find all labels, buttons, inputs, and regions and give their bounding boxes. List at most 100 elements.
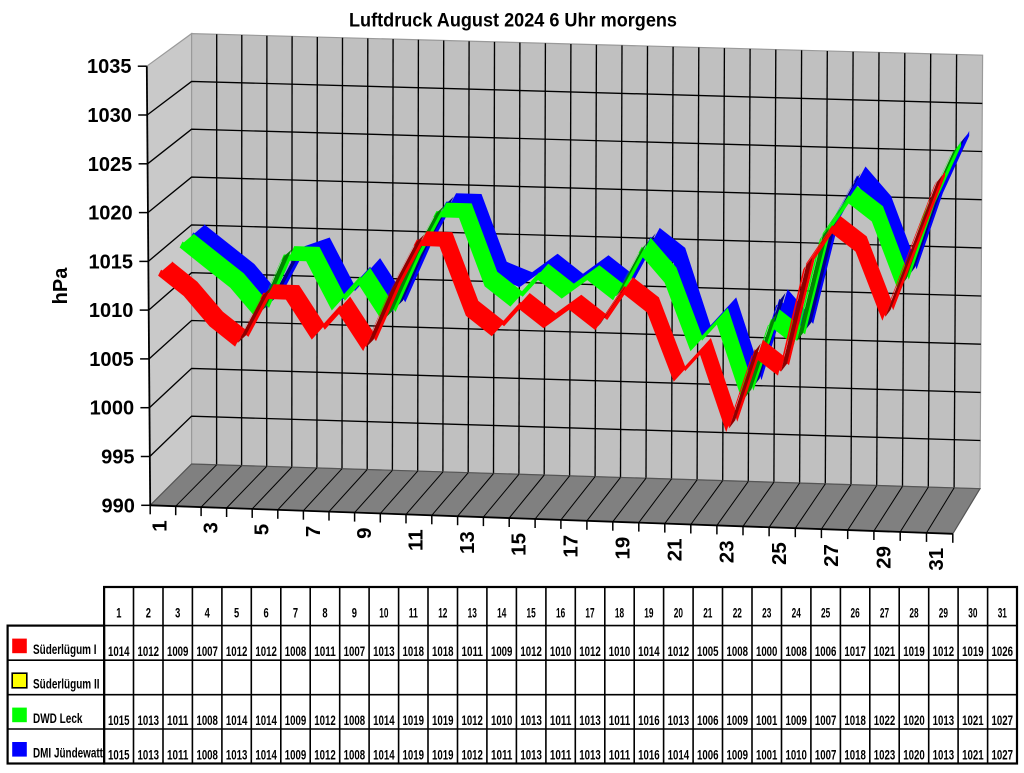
svg-text:19: 19: [644, 605, 653, 621]
svg-text:1015: 1015: [108, 712, 130, 728]
svg-text:1007: 1007: [815, 712, 837, 728]
svg-text:1012: 1012: [314, 747, 336, 763]
svg-text:1014: 1014: [255, 712, 277, 728]
svg-text:1012: 1012: [579, 643, 601, 659]
svg-text:26: 26: [851, 605, 860, 621]
svg-text:1009: 1009: [727, 712, 749, 728]
svg-text:11: 11: [405, 529, 428, 551]
svg-text:1019: 1019: [962, 643, 984, 659]
svg-text:29: 29: [873, 546, 896, 569]
svg-text:1020: 1020: [903, 712, 925, 728]
svg-text:12: 12: [438, 605, 447, 621]
svg-text:1008: 1008: [196, 712, 218, 728]
svg-text:1021: 1021: [874, 643, 896, 659]
svg-text:1021: 1021: [962, 712, 984, 728]
svg-text:5: 5: [251, 524, 274, 535]
svg-text:1008: 1008: [785, 643, 807, 659]
svg-text:Luftdruck August 2024 6 Uhr mo: Luftdruck August 2024 6 Uhr morgens: [349, 10, 677, 32]
svg-text:27: 27: [880, 605, 889, 621]
svg-text:1015: 1015: [89, 251, 134, 273]
svg-text:1019: 1019: [432, 747, 454, 763]
svg-text:1011: 1011: [609, 712, 631, 728]
svg-text:1012: 1012: [314, 712, 336, 728]
svg-text:1007: 1007: [196, 643, 218, 659]
svg-text:1016: 1016: [638, 712, 660, 728]
svg-text:1001: 1001: [756, 712, 778, 728]
svg-text:10: 10: [379, 605, 388, 621]
svg-text:25: 25: [768, 542, 791, 565]
svg-text:1019: 1019: [432, 712, 454, 728]
svg-text:1017: 1017: [844, 643, 866, 659]
svg-text:22: 22: [733, 605, 742, 621]
svg-text:15: 15: [508, 533, 531, 556]
svg-text:1: 1: [116, 605, 121, 621]
svg-text:1008: 1008: [727, 643, 749, 659]
svg-text:19: 19: [611, 537, 634, 560]
svg-text:1018: 1018: [844, 747, 866, 763]
svg-text:8: 8: [322, 605, 327, 621]
svg-text:1014: 1014: [255, 747, 277, 763]
svg-text:20: 20: [674, 605, 683, 621]
svg-text:1023: 1023: [874, 747, 896, 763]
svg-text:1018: 1018: [432, 643, 454, 659]
svg-text:1010: 1010: [89, 300, 134, 322]
svg-text:1014: 1014: [638, 643, 660, 659]
svg-text:1011: 1011: [609, 747, 631, 763]
svg-text:28: 28: [909, 605, 918, 621]
svg-text:17: 17: [560, 535, 583, 558]
svg-text:DMI Jündewatt: DMI Jündewatt: [33, 745, 103, 760]
svg-text:1008: 1008: [344, 747, 366, 763]
svg-text:3: 3: [200, 522, 223, 533]
svg-text:1013: 1013: [138, 747, 160, 763]
svg-text:25: 25: [821, 605, 830, 621]
svg-text:14: 14: [497, 605, 506, 621]
svg-text:13: 13: [456, 531, 479, 554]
svg-text:18: 18: [615, 605, 624, 621]
svg-text:31: 31: [998, 605, 1007, 621]
svg-text:1012: 1012: [255, 643, 277, 659]
svg-text:21: 21: [703, 605, 712, 621]
svg-text:1026: 1026: [992, 643, 1014, 659]
svg-text:16: 16: [556, 605, 565, 621]
svg-text:9: 9: [353, 528, 376, 539]
svg-text:1010: 1010: [550, 643, 572, 659]
svg-text:1013: 1013: [226, 747, 248, 763]
svg-text:1012: 1012: [668, 643, 690, 659]
svg-text:1022: 1022: [874, 712, 896, 728]
svg-text:23: 23: [762, 605, 771, 621]
svg-text:1005: 1005: [89, 349, 134, 371]
svg-text:1025: 1025: [88, 154, 133, 176]
svg-text:1009: 1009: [727, 747, 749, 763]
svg-text:1018: 1018: [403, 643, 425, 659]
svg-text:1009: 1009: [285, 712, 307, 728]
svg-text:1013: 1013: [373, 643, 395, 659]
svg-text:1009: 1009: [285, 747, 307, 763]
svg-text:1013: 1013: [579, 747, 601, 763]
svg-text:1013: 1013: [933, 712, 955, 728]
svg-text:1010: 1010: [491, 712, 513, 728]
svg-text:1011: 1011: [167, 747, 189, 763]
svg-text:1013: 1013: [520, 747, 542, 763]
svg-text:9: 9: [352, 605, 357, 621]
svg-text:1011: 1011: [491, 747, 513, 763]
svg-text:1007: 1007: [344, 643, 366, 659]
svg-text:21: 21: [663, 539, 686, 562]
svg-text:1012: 1012: [226, 643, 248, 659]
svg-text:15: 15: [527, 605, 536, 621]
svg-text:1019: 1019: [403, 712, 425, 728]
svg-text:1013: 1013: [668, 712, 690, 728]
svg-text:1011: 1011: [550, 747, 572, 763]
svg-text:Süderlügum I: Süderlügum I: [33, 642, 97, 657]
svg-text:1013: 1013: [579, 712, 601, 728]
svg-text:27: 27: [820, 544, 843, 567]
svg-text:1005: 1005: [697, 643, 719, 659]
svg-text:1: 1: [149, 520, 172, 531]
svg-text:1014: 1014: [668, 747, 690, 763]
svg-text:1020: 1020: [903, 747, 925, 763]
svg-text:1009: 1009: [167, 643, 189, 659]
svg-text:1013: 1013: [520, 712, 542, 728]
svg-text:7: 7: [293, 605, 298, 621]
svg-text:1015: 1015: [108, 747, 130, 763]
svg-text:23: 23: [716, 540, 739, 563]
svg-text:6: 6: [264, 605, 269, 621]
